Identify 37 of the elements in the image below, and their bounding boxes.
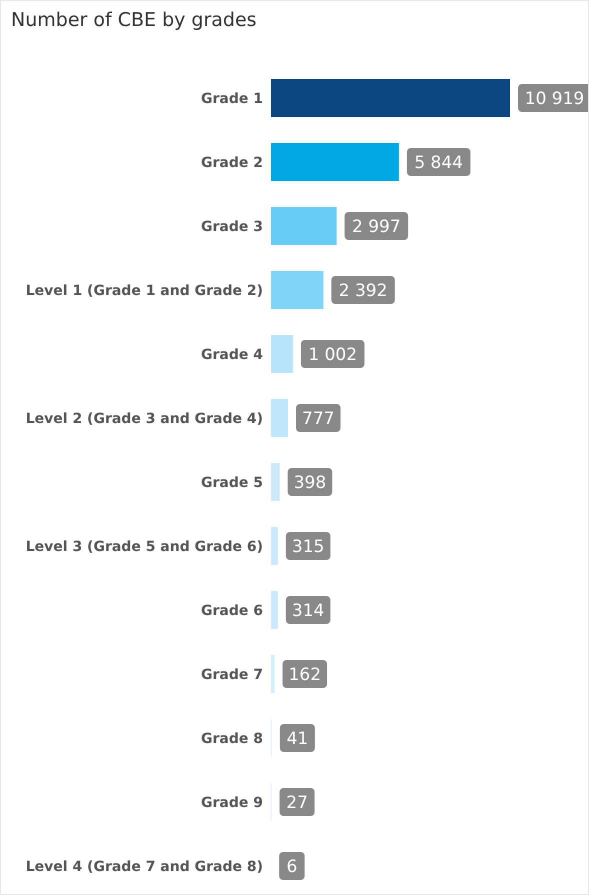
bar	[271, 591, 278, 629]
y-tick-label: Level 4 (Grade 7 and Grade 8)	[26, 858, 263, 875]
bar	[271, 79, 510, 117]
bar	[271, 527, 278, 565]
bar	[271, 207, 337, 245]
data-label: 5 844	[414, 153, 463, 173]
y-tick-label: Grade 3	[201, 218, 263, 235]
y-tick-label: Grade 2	[201, 154, 263, 171]
data-label: 41	[286, 729, 308, 749]
data-label: 10 919	[524, 89, 584, 109]
data-label: 27	[286, 793, 308, 813]
bar	[271, 655, 275, 693]
data-label: 162	[288, 665, 322, 685]
data-label: 2 997	[352, 217, 401, 237]
y-tick-label: Grade 1	[201, 90, 263, 107]
data-label: 2 392	[338, 281, 388, 301]
y-tick-label: Level 2 (Grade 3 and Grade 4)	[26, 410, 263, 427]
y-tick-label: Level 1 (Grade 1 and Grade 2)	[26, 282, 263, 299]
data-label: 315	[292, 537, 324, 557]
y-tick-label: Grade 9	[201, 794, 263, 811]
bar	[271, 463, 280, 501]
bar	[271, 271, 324, 309]
data-label: 6	[286, 857, 298, 877]
data-label: 777	[302, 409, 334, 429]
bar	[271, 399, 288, 437]
y-tick-label: Grade 7	[201, 666, 263, 683]
y-tick-label: Grade 5	[201, 474, 263, 491]
y-tick-label: Level 3 (Grade 5 and Grade 6)	[26, 538, 263, 555]
y-tick-label: Grade 6	[201, 602, 263, 619]
y-tick-label: Grade 8	[201, 730, 263, 747]
data-label: 314	[292, 601, 324, 621]
chart-title: Number of CBE by grades	[11, 9, 257, 31]
bar	[271, 143, 399, 181]
data-label: 1 002	[308, 345, 358, 365]
bar	[271, 335, 293, 373]
y-tick-label: Grade 4	[201, 346, 264, 363]
data-label: 398	[294, 473, 326, 493]
